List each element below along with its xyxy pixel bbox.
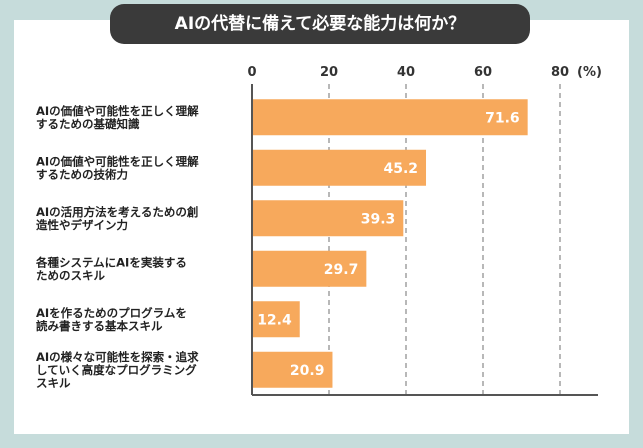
value-label-1: 45.2 <box>383 161 418 177</box>
value-label-0: 71.6 <box>485 110 520 126</box>
bar-4 <box>252 301 300 338</box>
chart-title: AIの代替に備えて必要な能力は何か？ <box>110 4 530 44</box>
category-label-4: AIを作るためのプログラムを読み書きする基本スキル <box>36 306 187 333</box>
category-label-2: AIの活用方法を考えるための創造性やデザイン力 <box>36 205 198 232</box>
value-label-4: 12.4 <box>257 312 292 328</box>
bar-5 <box>252 351 333 388</box>
category-label-0: AIの価値や可能性を正しく理解するための基礎知識 <box>36 104 199 131</box>
value-label-3: 29.7 <box>324 262 359 278</box>
category-label-5: AIの様々な可能性を探索・追求していく高度なプログラミングスキル <box>36 350 199 390</box>
x-tick-label-0: 0 <box>247 65 256 80</box>
value-label-5: 20.9 <box>290 363 325 379</box>
category-label-1: AIの価値や可能性を正しく理解するための技術力 <box>36 154 199 181</box>
x-tick-label-40: 40 <box>397 65 415 80</box>
unit-label: (%) <box>577 65 602 80</box>
bar-0 <box>252 99 528 136</box>
category-label-3: 各種システムにAIを実装するためのスキル <box>35 255 187 282</box>
bar-3 <box>252 250 367 287</box>
x-tick-label-20: 20 <box>320 65 338 80</box>
x-tick-label-80: 80 <box>551 65 569 80</box>
bar-2 <box>252 200 404 237</box>
value-label-2: 39.3 <box>361 211 396 227</box>
bar-1 <box>252 149 427 186</box>
x-tick-label-60: 60 <box>474 65 492 80</box>
